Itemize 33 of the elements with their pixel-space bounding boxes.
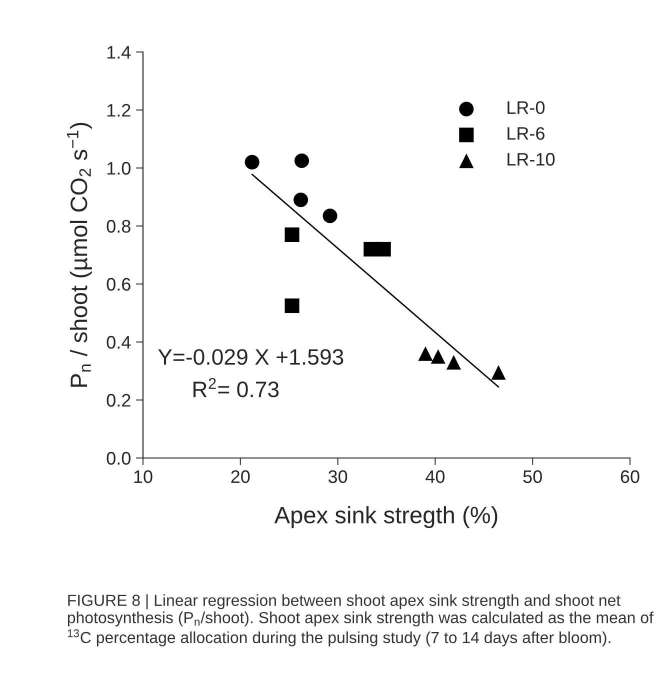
x-tick-label: 10 [134,470,152,484]
point [244,154,260,170]
annotation: Y=-0.029 X +1.593 [158,349,344,365]
legend-label: LR-6 [508,127,544,140]
y-tick-label: 0.0 [106,452,130,465]
point [376,242,391,256]
y-tick-label: 0.4 [106,336,131,349]
legend-label: LR-0 [508,101,545,114]
point [418,346,433,361]
x-tick-label: 30 [328,470,348,484]
y-tick-label: 0.8 [106,220,130,233]
point [322,208,338,224]
point [284,227,300,242]
point [284,298,300,314]
y-tick-label: 0.2 [106,394,130,407]
x-tick-label: 40 [426,470,445,484]
point [294,192,308,208]
legend-label: LR-10 [508,152,555,166]
y-tick-label: 0.6 [106,278,130,291]
x-tick-label: 60 [620,470,640,484]
point [491,365,506,380]
x-tick-label: 50 [523,470,542,484]
y-tick-label: 1.4 [107,46,131,59]
annotation: R$^{2}$= 0.73 [194,378,279,398]
point [294,153,310,168]
text: FIGURE 8 | Linear regression between shoot apex sink strength and shoot net photosynthesis (P$_{n}$/shoot). Shoot apex sink strength was calculated as the mean of $^{13}$C percentage allocation during the pulsing study (7 to 14 days after bloom). [68,594,654,646]
x-axis-title: Apex sink stregth (%) [274,506,498,528]
point [446,355,461,370]
point [430,349,446,364]
y-tick-label: 1.2 [107,104,130,117]
y-axis-title: P$_{n}$ / shoot (µmol CO$_{2}$ s$^{−1}$) [66,122,92,387]
x-tick-label: 20 [231,470,250,484]
y-tick-label: 1.0 [107,162,130,175]
